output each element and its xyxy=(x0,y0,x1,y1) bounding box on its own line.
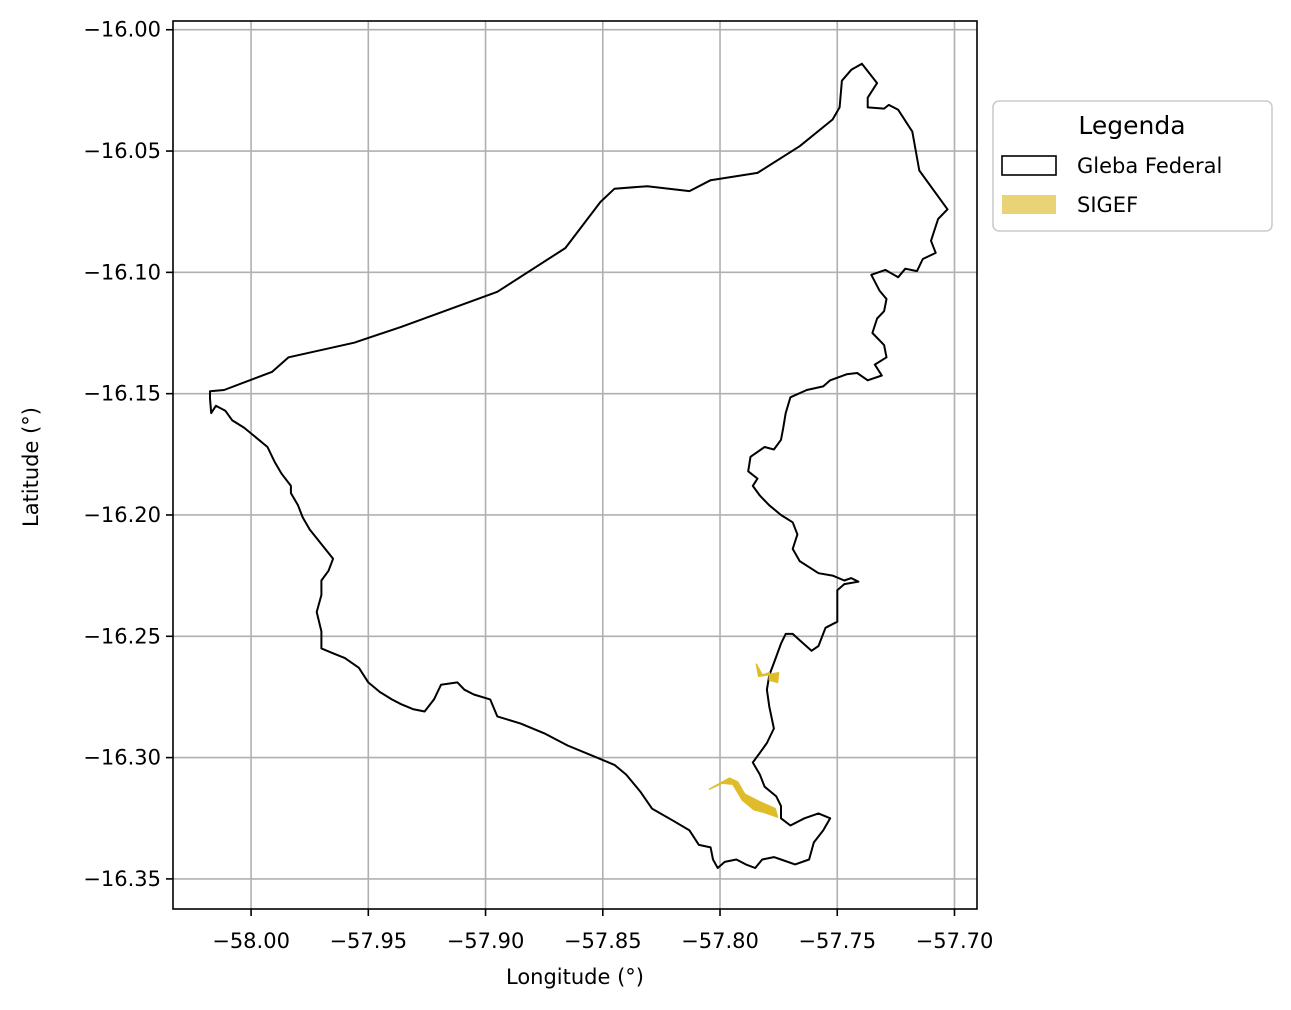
legend-swatch-gleba-federal xyxy=(1001,155,1057,176)
sigef-layer xyxy=(708,663,780,818)
legend-label-sigef: SIGEF xyxy=(1077,193,1138,217)
y-tick-label: −16.25 xyxy=(83,624,161,648)
x-tick-label: −57.70 xyxy=(916,929,994,953)
x-tick-label: −57.80 xyxy=(681,929,759,953)
x-tick-label: −57.85 xyxy=(564,929,642,953)
y-tick-label: −16.10 xyxy=(83,260,161,284)
y-tick-label: −16.05 xyxy=(83,139,161,163)
y-axis-label: Latitude (°) xyxy=(19,407,43,527)
sigef-parcel xyxy=(708,777,779,818)
grid xyxy=(173,21,977,909)
x-axis-label: Longitude (°) xyxy=(506,965,644,989)
legend-box xyxy=(992,100,1273,232)
gleba-federal-boundary xyxy=(209,62,949,869)
y-axis-ticks: −16.00 −16.05 −16.10 −16.15 −16.20 −16.25 −16.… xyxy=(83,18,173,891)
x-tick-label: −57.90 xyxy=(447,929,525,953)
x-tick-label: −57.75 xyxy=(798,929,876,953)
gleba-federal-layer xyxy=(209,62,949,869)
y-tick-label: −16.00 xyxy=(83,18,161,42)
y-tick-label: −16.20 xyxy=(83,503,161,527)
legend-label-gleba-federal: Gleba Federal xyxy=(1077,154,1222,178)
x-axis-ticks: −58.00 −57.95 −57.90 −57.85 −57.80 −57.75 −57.… xyxy=(212,909,993,953)
x-tick-label: −58.00 xyxy=(212,929,290,953)
y-tick-label: −16.30 xyxy=(83,746,161,770)
y-tick-label: −16.35 xyxy=(83,867,161,891)
x-tick-label: −57.95 xyxy=(329,929,407,953)
sigef-parcel xyxy=(755,663,780,684)
legend-swatch-sigef xyxy=(1002,195,1056,214)
legend-title: Legenda xyxy=(1078,111,1185,140)
legend: Legenda Gleba Federal SIGEF xyxy=(992,100,1273,232)
y-tick-label: −16.15 xyxy=(83,382,161,406)
plot-frame xyxy=(172,20,978,910)
